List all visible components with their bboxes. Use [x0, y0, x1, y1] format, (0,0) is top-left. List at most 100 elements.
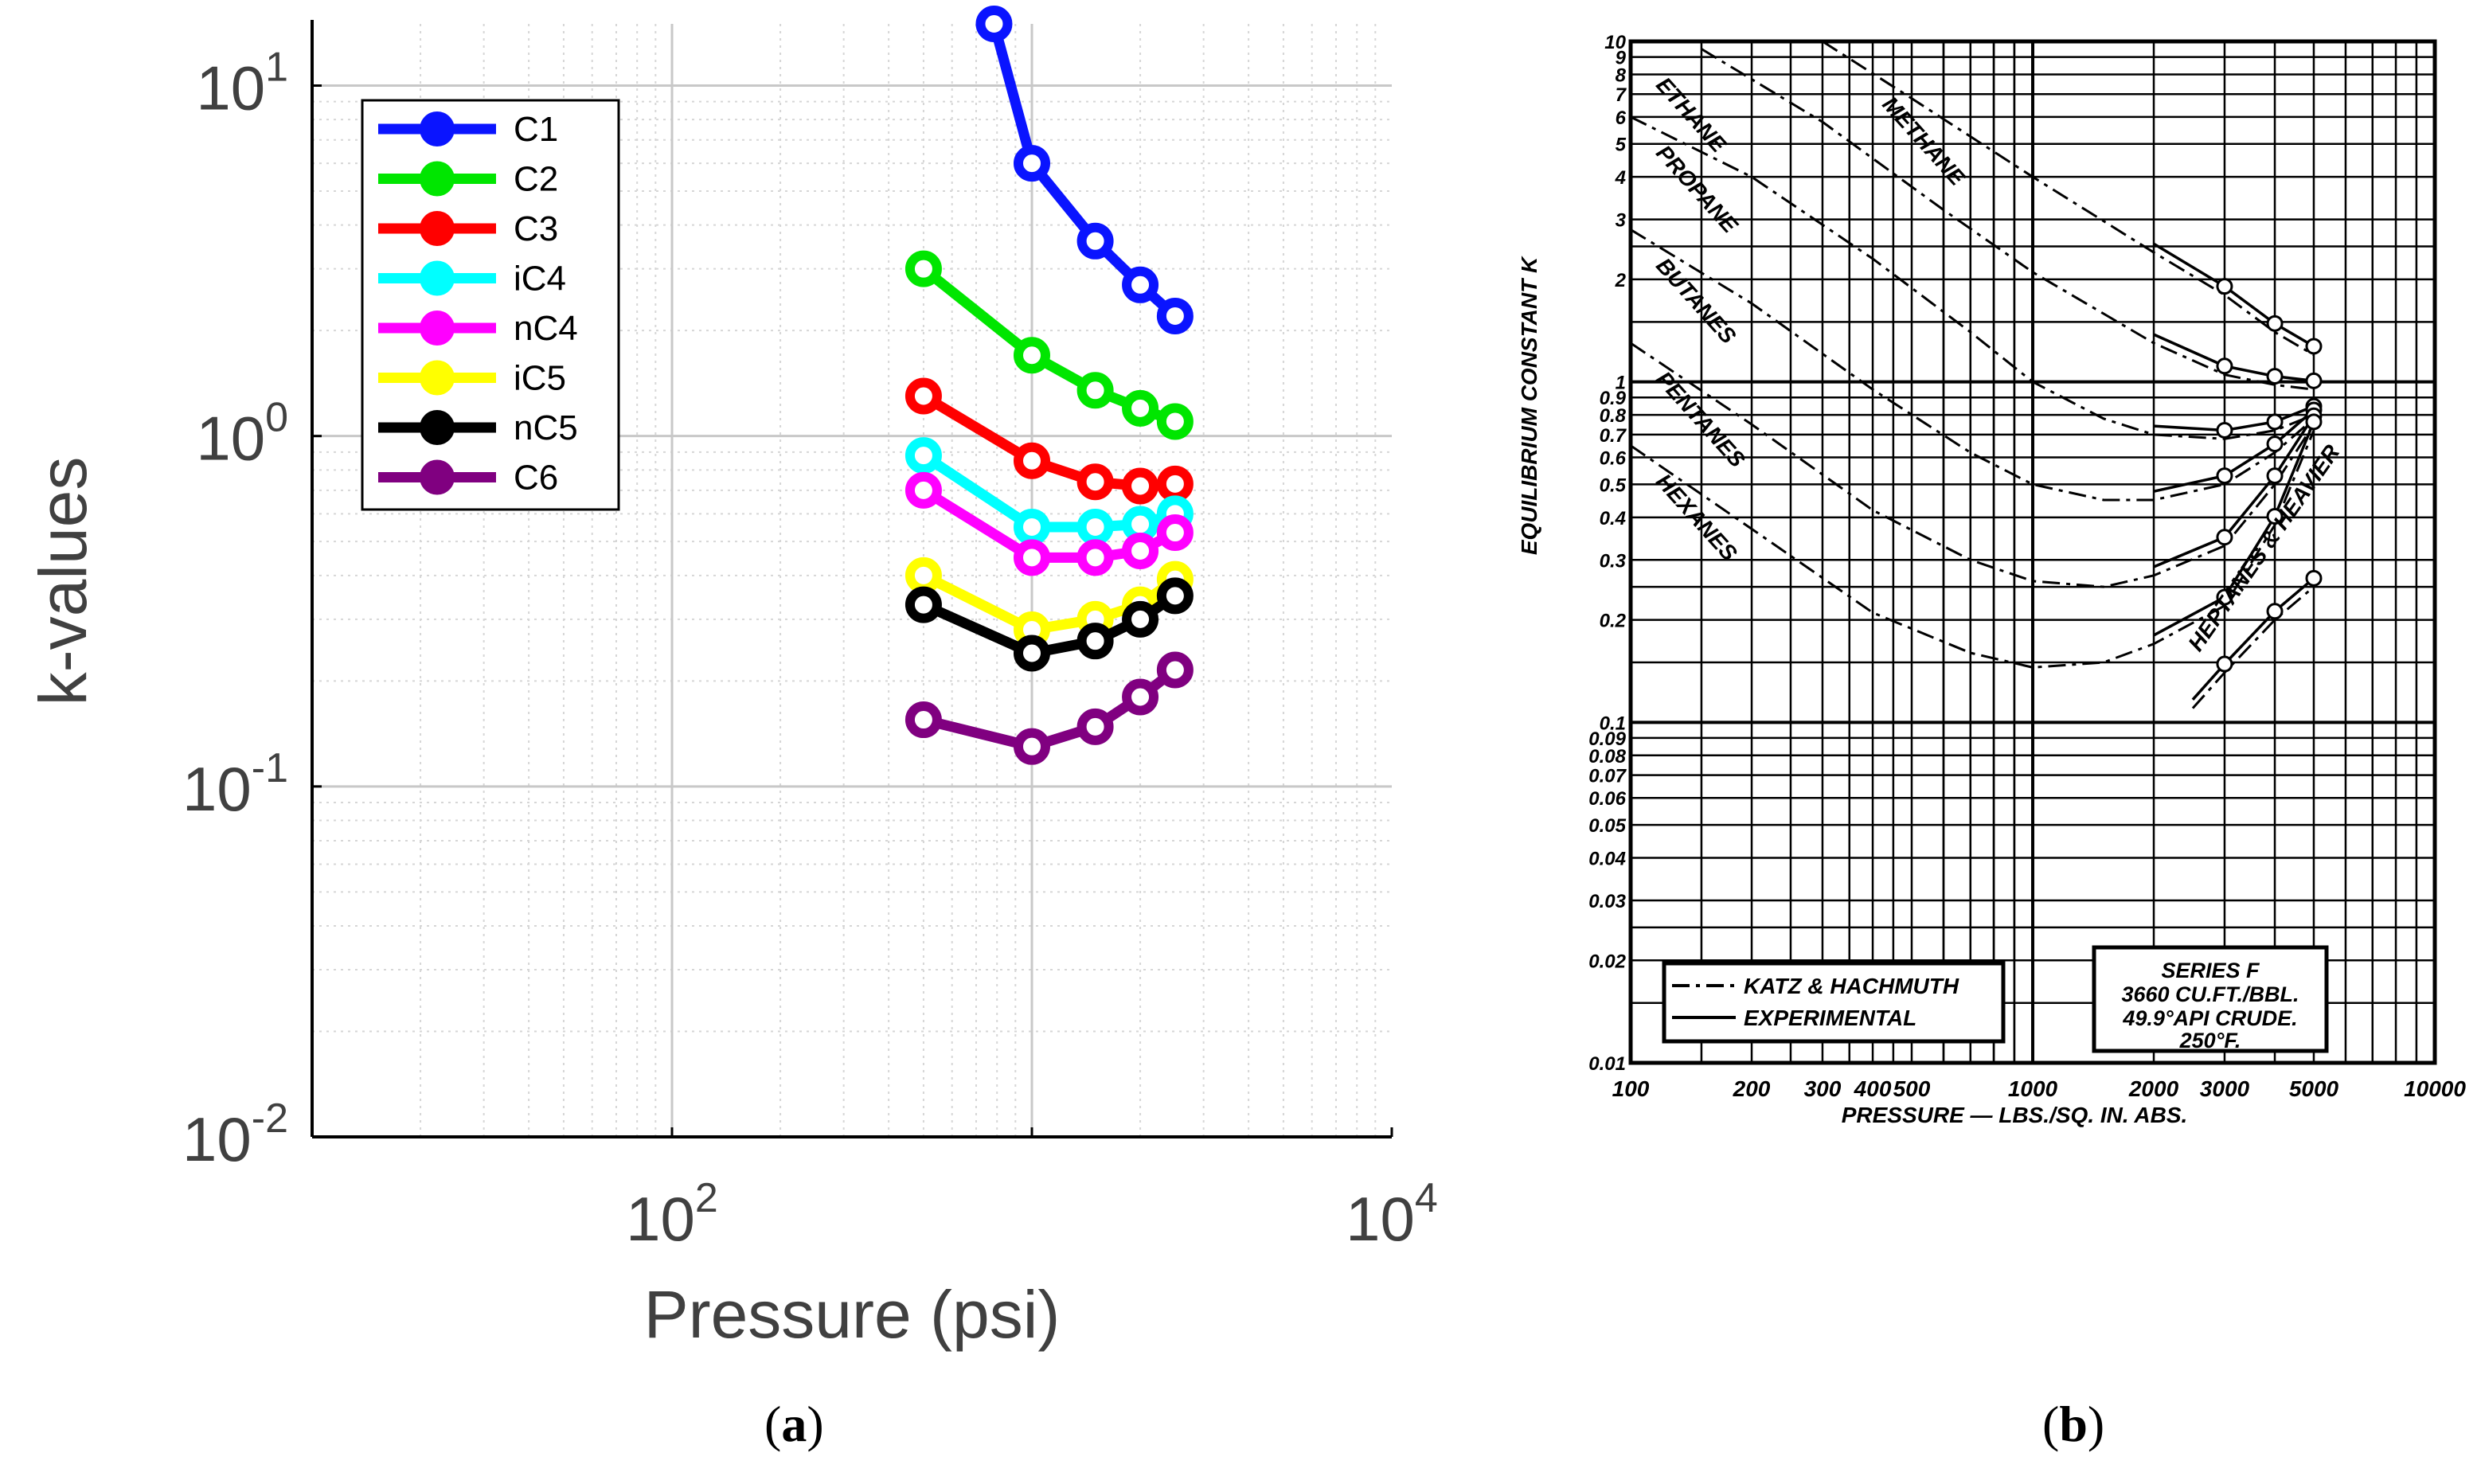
- b-y-tick-label: 0.06: [1588, 788, 1626, 810]
- b-info-line-3: 49.9°API CRUDE.: [2122, 1006, 2297, 1030]
- b-experimental-point-BUTANES: [2216, 467, 2233, 485]
- b-y-tick-label: 0.3: [1600, 550, 1627, 572]
- a-point-C3: [904, 377, 942, 415]
- a-point-C2: [904, 250, 942, 287]
- a-point-C1: [975, 6, 1013, 42]
- b-experimental-point-PROPANE: [2266, 413, 2284, 431]
- b-y-tick-label: 0.08: [1588, 746, 1626, 767]
- a-series-group: [904, 6, 1194, 765]
- a-point-nC5: [1156, 577, 1194, 615]
- b-experimental-point-METHANE: [2266, 314, 2284, 332]
- b-series-METHANE: METHANE: [1822, 40, 2323, 357]
- b-katz-curve-HEPTANES & HEAVIER: [2191, 586, 2315, 709]
- b-experimental-point-METHANE: [2305, 338, 2323, 355]
- b-series-PROPANE: PROPANE: [1630, 115, 2323, 440]
- b-experimental-point-BUTANES: [2266, 435, 2284, 453]
- a-legend-marker-C3: [420, 211, 455, 246]
- b-experimental-curve-PENTANES: [2153, 415, 2315, 568]
- b-experimental-point-HEPTANES & HEAVIER: [2216, 655, 2233, 673]
- a-series-C6: [904, 651, 1194, 765]
- a-point-nC4: [1156, 514, 1194, 552]
- b-legend-boxes: KATZ & HACHMUTH EXPERIMENTAL SERIES F 36…: [1662, 945, 2329, 1053]
- a-legend-label: C1: [514, 110, 558, 149]
- a-point-C2: [1122, 389, 1159, 427]
- a-point-C3: [1156, 465, 1194, 502]
- b-x-axis-label: PRESSURE — LBS./SQ. IN. ABS.: [1842, 1103, 2188, 1127]
- b-x-tick-label: 400: [1854, 1076, 1892, 1101]
- a-point-nC5: [1122, 600, 1159, 638]
- a-point-C1: [1156, 297, 1194, 334]
- a-y-axis-label: k-values: [25, 457, 100, 706]
- a-legend-marker-nC4: [420, 310, 455, 346]
- b-y-tick-label: 0.2: [1600, 611, 1627, 632]
- a-point-C6: [1014, 728, 1050, 765]
- b-legend-box: [1662, 961, 2006, 1044]
- b-experimental-point-PENTANES: [2216, 529, 2233, 546]
- b-y-tick-label: 5: [1616, 135, 1627, 156]
- a-point-C6: [1156, 651, 1194, 689]
- b-y-tick-label: 2: [1615, 270, 1627, 291]
- b-experimental-curve-HEXANES: [2153, 421, 2315, 637]
- b-y-tick-label: 0.04: [1588, 849, 1626, 870]
- b-y-tick-label: 1: [1616, 373, 1626, 394]
- b-x-tick-label: 200: [1733, 1076, 1771, 1101]
- panel-b-caption: (b): [2042, 1396, 2105, 1452]
- b-y-tick-label: 3: [1616, 210, 1627, 232]
- a-point-C2: [1014, 337, 1050, 374]
- a-y-tick-label: 101: [196, 45, 288, 123]
- b-y-tick-label: 0.5: [1600, 474, 1627, 496]
- a-legend: C1 C2 C3 iC4 nC4 iC5 nC5 C6: [361, 99, 620, 511]
- a-point-C1: [1014, 145, 1050, 182]
- b-legend-dashdot-label: KATZ & HACHMUTH: [1744, 974, 1959, 998]
- b-katz-curve-BUTANES: [1630, 228, 2315, 502]
- a-point-nC5: [1014, 635, 1050, 672]
- b-y-tick-label: 0.09: [1588, 728, 1626, 750]
- b-experimental-point-PROPANE: [2216, 421, 2233, 439]
- b-katz-curve-HEXANES: [1630, 430, 2315, 669]
- a-legend-marker-iC5: [420, 360, 455, 396]
- a-series-nC4: [904, 471, 1194, 576]
- b-y-tick-label: 10: [1604, 32, 1626, 53]
- a-series-nC5: [904, 577, 1194, 672]
- a-legend-marker-iC4: [420, 260, 455, 296]
- a-x-axis-label: Pressure (psi): [644, 1277, 1061, 1352]
- a-point-nC4: [1014, 539, 1050, 576]
- a-legend-label: iC4: [514, 260, 566, 299]
- b-experimental-curve-ETHANE: [2153, 333, 2315, 383]
- b-y-tick-label: 0.8: [1600, 405, 1627, 427]
- b-x-tick-label: 1000: [2008, 1076, 2058, 1101]
- a-point-nC4: [1122, 533, 1159, 570]
- b-x-tick-label: 3000: [2200, 1076, 2250, 1101]
- b-x-tick-label: 5000: [2289, 1076, 2339, 1101]
- a-tick-labels: 102 104 101 100 10-1 10-2: [182, 45, 1438, 1254]
- a-point-C2: [1156, 403, 1194, 440]
- a-legend-label: nC5: [514, 408, 578, 447]
- panel-b-caption-letter: b: [2059, 1396, 2088, 1452]
- b-x-tick-label: 2000: [2128, 1076, 2179, 1101]
- a-legend-marker-C2: [420, 161, 455, 197]
- a-legend-label: C6: [514, 459, 558, 498]
- a-point-iC5: [904, 556, 942, 594]
- a-point-C6: [1076, 708, 1114, 745]
- b-y-tick-label: 8: [1616, 64, 1627, 86]
- a-y-tick-label: 10-2: [182, 1095, 288, 1174]
- a-legend-marker-nC5: [420, 410, 455, 445]
- a-point-nC5: [904, 586, 942, 623]
- a-legend-marker-C6: [420, 459, 455, 495]
- a-x-tick-label: 102: [626, 1175, 718, 1254]
- panel-a-caption: (a): [764, 1396, 824, 1452]
- a-point-nC4: [1076, 539, 1114, 576]
- b-experimental-point-HEXANES: [2216, 588, 2233, 606]
- b-y-tick-label: 0.1: [1600, 713, 1626, 734]
- a-point-nC4: [904, 471, 942, 509]
- b-series-group: METHANEETHANEPROPANEBUTANESPENTANESHEXAN…: [1630, 40, 2345, 709]
- b-y-axis-label: EQUILIBRIUM CONSTANT K: [1517, 256, 1541, 555]
- a-point-C3: [1076, 463, 1114, 501]
- a-legend-marker-C1: [420, 111, 455, 146]
- b-y-tick-label: 0.9: [1600, 388, 1627, 409]
- a-x-tick-label: 104: [1346, 1175, 1438, 1254]
- b-y-tick-label: 0.05: [1588, 815, 1626, 837]
- b-y-tick-label: 0.4: [1600, 508, 1626, 529]
